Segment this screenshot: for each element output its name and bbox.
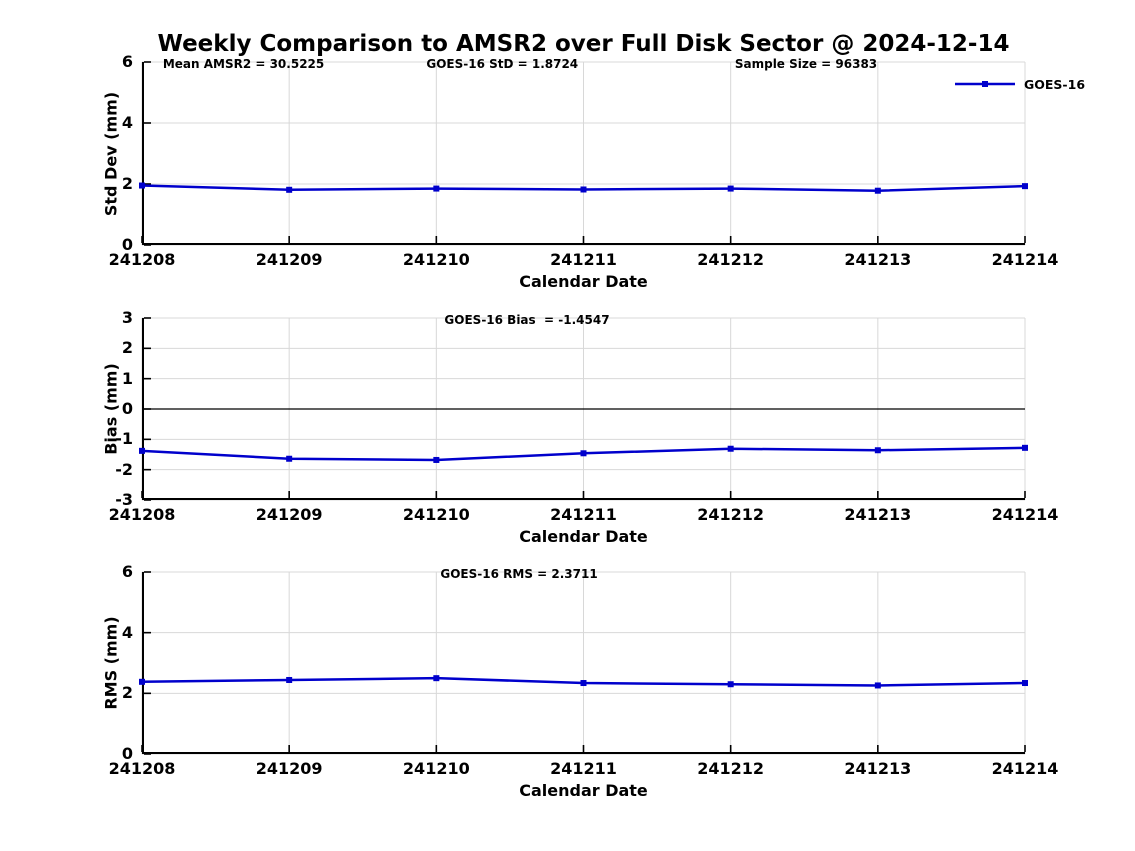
x-tick-label: 241211 (550, 250, 617, 269)
x-tick-label: 241210 (402, 759, 470, 778)
y-tick-label-bias-mm: -1 (115, 429, 133, 449)
data-point-marker (580, 680, 587, 687)
plot-area-rms-mm (139, 571, 1028, 755)
x-tick-label: 241212 (697, 505, 765, 524)
data-point-marker (580, 450, 587, 457)
x-tick-label: 241214 (991, 759, 1059, 778)
x-tick-label: 241209 (255, 250, 323, 269)
chart-title: Weekly Comparison to AMSR2 over Full Dis… (157, 31, 1010, 57)
y-tick-label-rms-mm: 4 (121, 622, 133, 642)
data-point-marker (874, 447, 881, 454)
x-axis-label-std-dev-mm: Calendar Date (519, 272, 648, 291)
data-point-marker (139, 447, 145, 454)
x-tick-label: 241208 (108, 759, 176, 778)
x-tick-label: 241208 (108, 250, 176, 269)
x-tick-label: 241213 (844, 505, 912, 524)
x-tick-label: 241214 (991, 250, 1059, 269)
legend-marker (982, 81, 988, 87)
x-tick-label: 241210 (402, 250, 470, 269)
data-point-marker (139, 182, 145, 189)
y-tick-label-rms-mm: 2 (121, 683, 133, 703)
data-point-marker (433, 456, 440, 463)
legend-line-sample (955, 81, 1015, 87)
data-point-marker (1022, 183, 1028, 190)
data-point-marker (1022, 444, 1028, 451)
data-point-marker (433, 675, 440, 682)
y-tick-label-bias-mm: 0 (121, 399, 133, 418)
data-point-marker (874, 682, 881, 689)
data-point-marker (1022, 680, 1028, 687)
y-tick-label-std-dev-mm: 4 (121, 113, 133, 132)
y-tick-label-bias-mm: 2 (121, 338, 133, 358)
stat-annotation: GOES-16 Bias = -1.4547 (444, 313, 610, 327)
y-tick-label-std-dev-mm: 6 (121, 52, 133, 71)
y-tick-label-std-dev-mm: 0 (121, 235, 133, 254)
data-point-marker (433, 185, 440, 192)
y-tick-label-rms-mm: 6 (121, 562, 133, 581)
stat-annotation: GOES-16 RMS = 2.3711 (440, 567, 598, 581)
y-axis-label-rms-mm: RMS (mm) (101, 616, 121, 710)
x-tick-label: 241210 (402, 505, 470, 524)
y-tick-label-bias-mm: 1 (121, 368, 133, 388)
y-tick-label-bias-mm: -3 (115, 490, 133, 509)
y-axis-label-bias-mm: Bias (mm) (101, 363, 121, 455)
data-point-marker (874, 187, 881, 194)
y-axis-label-std-dev-mm: Std Dev (mm) (101, 91, 121, 216)
plot-area-std-dev-mm (139, 61, 1028, 246)
x-tick-label: 241213 (844, 759, 912, 778)
plot-area-bias-mm (139, 317, 1028, 501)
data-point-marker (139, 678, 145, 685)
data-point-marker (286, 186, 293, 193)
legend-label: GOES-16 (1024, 76, 1086, 92)
x-tick-label: 241212 (697, 759, 765, 778)
data-point-marker (286, 455, 293, 462)
x-axis-label-bias-mm: Calendar Date (519, 527, 648, 546)
y-tick-label-bias-mm: -2 (115, 459, 133, 479)
data-point-marker (580, 186, 587, 193)
stat-annotation: Sample Size = 96383 (734, 57, 878, 71)
x-tick-label: 241211 (550, 759, 617, 778)
y-tick-label-rms-mm: 0 (121, 744, 133, 763)
data-point-marker (727, 185, 734, 192)
x-tick-label: 241211 (550, 505, 617, 524)
data-point-marker (727, 681, 734, 688)
x-tick-label: 241209 (255, 505, 323, 524)
data-point-marker (727, 445, 734, 452)
y-tick-label-std-dev-mm: 2 (121, 174, 133, 193)
x-tick-label: 241209 (255, 759, 323, 778)
x-tick-label: 241214 (991, 505, 1059, 524)
data-point-marker (286, 676, 293, 683)
x-tick-label: 241212 (697, 250, 765, 269)
x-tick-label: 241208 (108, 505, 176, 524)
x-axis-label-rms-mm: Calendar Date (519, 781, 648, 800)
x-tick-label: 241213 (844, 250, 912, 269)
stat-annotation: GOES-16 StD = 1.8724 (426, 57, 579, 71)
y-tick-label-bias-mm: 3 (121, 308, 133, 327)
legend: GOES-16 (955, 76, 1086, 92)
stat-annotation: Mean AMSR2 = 30.5225 (162, 57, 325, 71)
